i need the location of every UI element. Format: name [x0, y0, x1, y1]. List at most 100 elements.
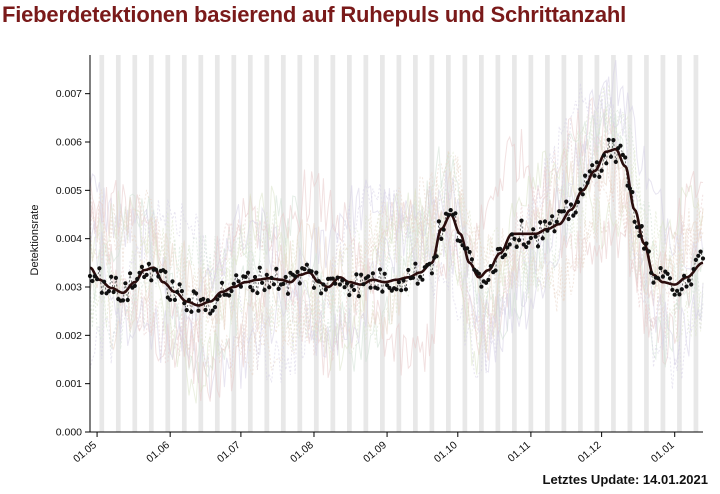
x-axis: 01.05 01.06 01.07 01.08 01.09 01.10 01.11 01.12… — [71, 431, 703, 465]
daily-point — [618, 143, 623, 148]
daily-point — [625, 183, 630, 188]
daily-point — [608, 154, 614, 159]
x-tick-label: 01.07 — [215, 439, 243, 465]
daily-point — [691, 267, 696, 272]
daily-point — [634, 225, 640, 230]
daily-point — [693, 257, 699, 262]
daily-point — [217, 293, 222, 298]
daily-point — [234, 273, 239, 278]
daily-point — [597, 174, 602, 179]
daily-point — [436, 219, 441, 224]
daily-point — [552, 229, 557, 234]
daily-point — [410, 275, 416, 280]
daily-point — [420, 277, 425, 282]
x-tick-label: 01.05 — [71, 439, 99, 465]
daily-point — [227, 293, 232, 298]
daily-point — [156, 274, 161, 279]
daily-point — [111, 289, 116, 295]
daily-point — [429, 271, 434, 276]
daily-point — [203, 307, 208, 313]
daily-point — [476, 271, 482, 276]
y-tick-label: 0.005 — [56, 185, 82, 197]
daily-point — [219, 280, 225, 285]
daily-point — [469, 257, 474, 262]
daily-point — [677, 292, 682, 297]
daily-point — [125, 297, 130, 303]
daily-point — [672, 292, 677, 297]
daily-point — [484, 280, 489, 285]
daily-point — [656, 276, 661, 281]
daily-point — [505, 245, 510, 250]
daily-point — [359, 272, 364, 277]
weekend-band — [611, 55, 616, 432]
daily-point — [517, 238, 522, 243]
daily-point — [401, 278, 406, 283]
daily-point — [168, 297, 173, 302]
weekend-band — [429, 55, 435, 432]
daily-point — [632, 219, 637, 224]
daily-point — [601, 153, 607, 158]
daily-point — [170, 279, 175, 284]
daily-point — [488, 264, 493, 269]
daily-point — [248, 284, 253, 290]
daily-point — [696, 253, 701, 258]
y-axis: 0.000 0.001 0.002 0.003 0.004 0.005 0.006 0.007 — [56, 55, 91, 439]
daily-point — [630, 190, 635, 195]
daily-point — [215, 297, 220, 302]
daily-point — [502, 252, 508, 257]
daily-point — [149, 278, 154, 283]
daily-point — [139, 264, 144, 269]
trend-line-group — [89, 147, 704, 307]
daily-point — [309, 269, 314, 274]
daily-point — [196, 308, 201, 313]
daily-point — [236, 279, 241, 284]
daily-point — [274, 266, 279, 271]
daily-point — [467, 249, 472, 255]
daily-point — [163, 269, 168, 274]
daily-point — [679, 287, 684, 292]
trend-line — [89, 147, 704, 307]
y-tick-label: 0.004 — [56, 233, 82, 245]
daily-point — [380, 289, 385, 294]
daily-point — [514, 244, 519, 249]
daily-point — [493, 268, 498, 273]
daily-point — [689, 282, 694, 287]
daily-point — [304, 262, 309, 267]
daily-point — [460, 243, 465, 248]
background-line — [89, 156, 704, 378]
daily-point — [90, 278, 95, 284]
daily-point — [533, 234, 538, 239]
daily-point — [509, 232, 515, 237]
x-tick-label: 01.09 — [361, 439, 389, 465]
daily-point — [642, 246, 647, 251]
background-line — [89, 128, 704, 402]
daily-point — [92, 274, 97, 279]
weekend-band — [132, 55, 138, 432]
daily-point — [498, 246, 503, 251]
daily-point — [382, 271, 387, 276]
daily-point — [644, 241, 649, 246]
daily-point — [627, 186, 633, 191]
weekend-band — [198, 55, 204, 432]
daily-point — [658, 266, 663, 271]
weekend-band — [363, 55, 369, 432]
daily-point — [698, 249, 703, 254]
daily-point — [135, 276, 140, 282]
daily-point — [377, 267, 383, 272]
daily-point — [486, 277, 491, 282]
daily-point — [208, 311, 213, 316]
daily-point — [252, 274, 258, 280]
daily-point — [550, 214, 555, 219]
weekend-band — [677, 55, 682, 432]
daily-point — [535, 244, 541, 249]
background-line — [89, 83, 704, 390]
daily-point — [441, 227, 446, 232]
daily-point — [675, 288, 680, 293]
x-tick-label: 01.10 — [432, 439, 460, 465]
weekend-band — [346, 55, 352, 432]
daily-point — [700, 256, 706, 261]
daily-point — [109, 274, 114, 279]
weekend-band — [578, 55, 583, 432]
daily-point — [271, 282, 276, 287]
